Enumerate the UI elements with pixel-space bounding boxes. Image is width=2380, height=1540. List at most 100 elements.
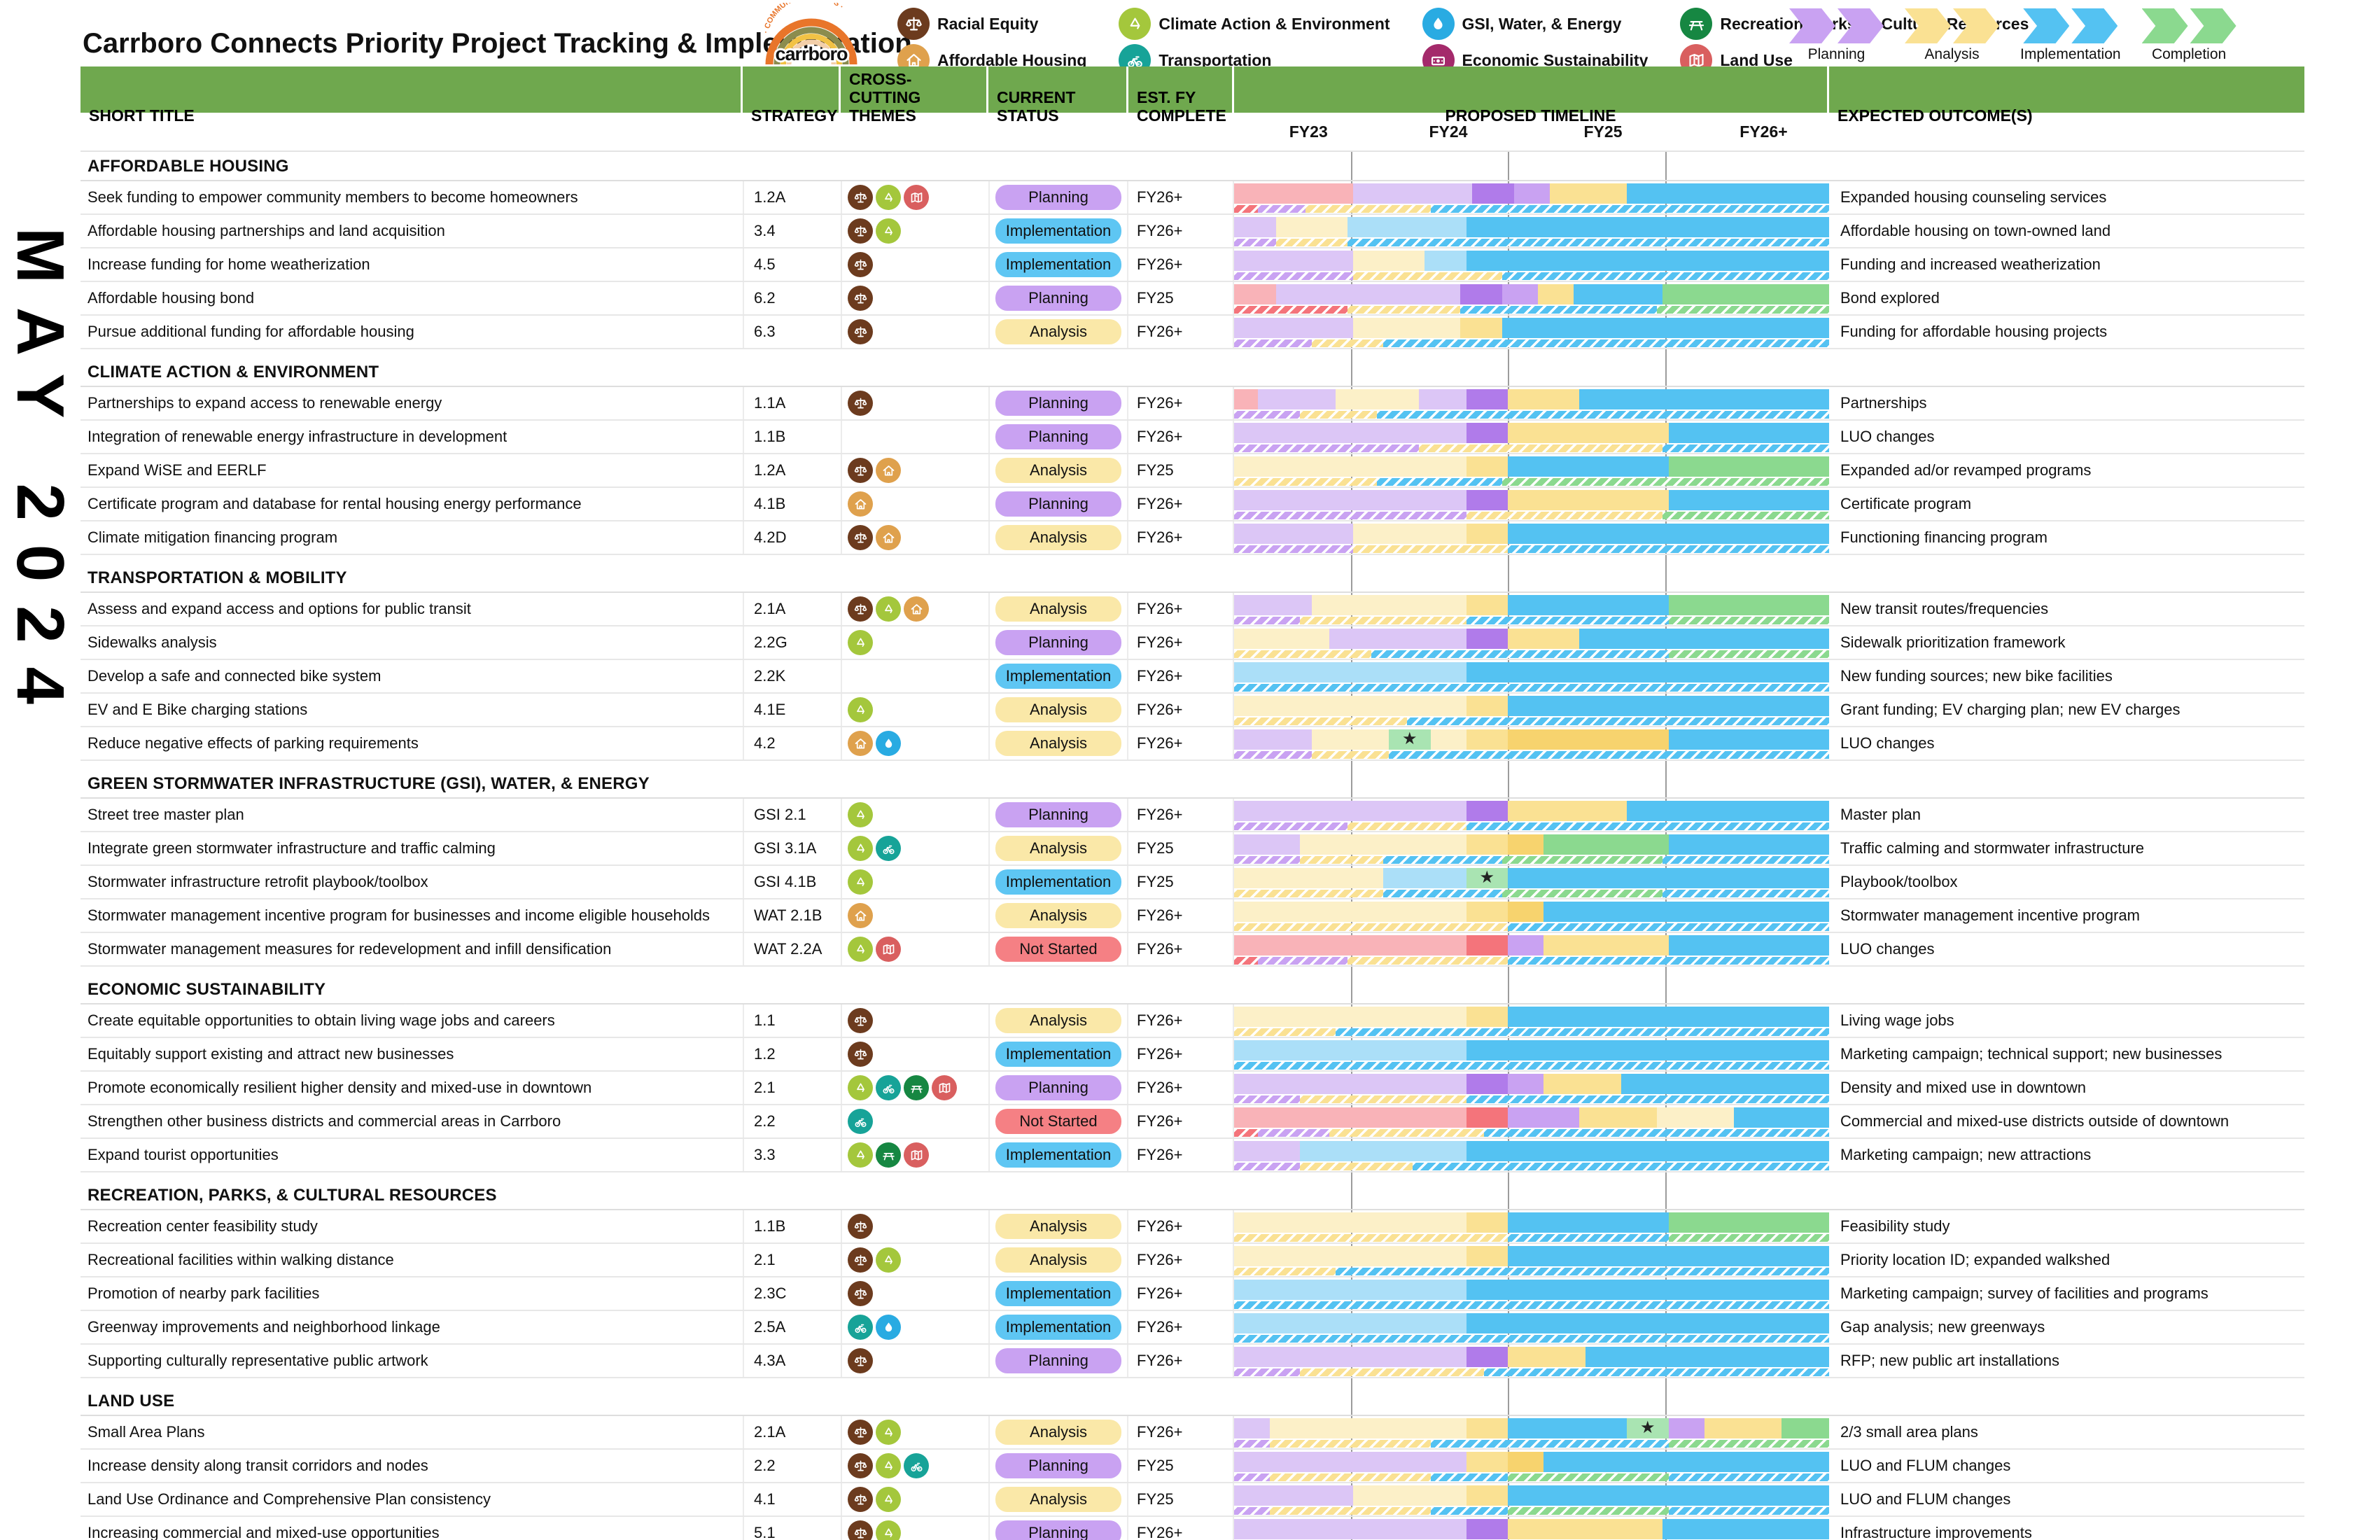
proposed-timeline-bar xyxy=(1234,284,1829,304)
table-row: Stormwater management measures for redev… xyxy=(80,933,2304,967)
timeline-segment xyxy=(1466,456,1508,477)
timeline-segment xyxy=(1275,217,1348,237)
phase-label: Implementation xyxy=(2020,46,2121,62)
status-cell: Planning xyxy=(988,488,1128,520)
status-badge: Analysis xyxy=(995,903,1121,928)
status-badge: Not Started xyxy=(995,1109,1121,1134)
timeline-segment xyxy=(1234,1418,1270,1438)
strategy-code: 2.1A xyxy=(743,1416,841,1448)
timeline-segment xyxy=(1270,1418,1466,1438)
status-badge: Analysis xyxy=(995,731,1121,756)
strategy-code: 1.1B xyxy=(743,421,841,453)
cross-cutting-themes xyxy=(841,1517,988,1540)
tracking-table: SHORT TITLE STRATEGY CROSS-CUTTING THEMES C… xyxy=(80,66,2304,1540)
expected-outcome: Priority location ID; expanded walkshed xyxy=(1840,1251,2110,1268)
progress-segment xyxy=(1299,856,1383,864)
section-spacer xyxy=(80,1378,2304,1387)
cross-cutting-themes xyxy=(841,316,988,348)
transportation-icon xyxy=(848,1315,873,1340)
progress-segment xyxy=(1668,617,1829,624)
gsi-water-icon xyxy=(1422,8,1455,40)
timeline-segment xyxy=(1668,490,1829,510)
racial-equity-icon xyxy=(848,319,873,344)
table-row: Sidewalks analysis 2.2G Planning FY26+ Sidew… xyxy=(80,626,2304,660)
status-cell: Implementation xyxy=(988,1278,1128,1310)
section-title: GREEN STORMWATER INFRASTRUCTURE (GSI), W… xyxy=(88,774,650,793)
project-title: Affordable housing partnerships and land… xyxy=(88,222,445,239)
progress-bar xyxy=(1234,272,1829,280)
timeline-segment xyxy=(1234,696,1466,716)
progress-segment xyxy=(1389,751,1829,759)
timeline-gantt xyxy=(1234,899,1829,932)
land-use-icon xyxy=(876,937,901,962)
strategy-code: 4.3A xyxy=(743,1345,841,1377)
timeline-segment xyxy=(1418,389,1466,410)
proposed-timeline-bar xyxy=(1234,834,1829,855)
status-cell: Analysis xyxy=(988,899,1128,932)
phase-arrow-icon xyxy=(1905,8,1999,43)
status-cell: Planning xyxy=(988,1072,1128,1104)
timeline-segment xyxy=(1234,1347,1466,1367)
progress-bar xyxy=(1234,1268,1829,1275)
timeline-segment xyxy=(1234,1280,1466,1300)
project-title: Small Area Plans xyxy=(88,1423,205,1441)
est-fy-complete: FY26+ xyxy=(1128,933,1234,965)
progress-segment xyxy=(1662,512,1829,519)
land-use-icon xyxy=(932,1075,957,1100)
timeline-segment xyxy=(1668,456,1829,477)
proposed-timeline-bar xyxy=(1234,251,1829,271)
climate-icon xyxy=(876,1520,901,1540)
strategy-code: 1.1 xyxy=(743,1004,841,1037)
strategy-code: 4.1B xyxy=(743,488,841,520)
cross-cutting-themes xyxy=(841,866,988,898)
project-title: Partnerships to expand access to renewab… xyxy=(88,394,442,412)
timeline-segment xyxy=(1353,183,1472,204)
project-title: Develop a safe and connected bike system xyxy=(88,667,382,685)
progress-segment xyxy=(1413,1163,1829,1170)
racial-equity-icon xyxy=(848,286,873,311)
timeline-segment xyxy=(1508,1107,1579,1128)
proposed-timeline-bar xyxy=(1234,595,1829,615)
timeline-gantt xyxy=(1234,454,1829,486)
milestone-star-icon: ★ xyxy=(1639,1418,1656,1437)
transportation-icon xyxy=(904,1453,929,1478)
racial-equity-icon xyxy=(848,525,873,550)
progress-bar xyxy=(1234,444,1829,452)
table-row: Recreation center feasibility study 1.1B A… xyxy=(80,1210,2304,1244)
project-title: Sidewalks analysis xyxy=(88,634,217,651)
project-title: Assess and expand access and options for… xyxy=(88,600,471,617)
cross-cutting-themes xyxy=(841,593,988,625)
strategy-code: 2.2 xyxy=(743,1450,841,1482)
legend-item-climate: Climate Action & Environment xyxy=(1119,8,1390,40)
timeline-segment xyxy=(1508,696,1829,716)
project-title: Stormwater management incentive program … xyxy=(88,906,710,924)
racial-equity-icon xyxy=(848,1453,873,1478)
table-row: Small Area Plans 2.1A Analysis FY26+ ★ 2/3 sm… xyxy=(80,1416,2304,1450)
timeline-segment xyxy=(1544,1074,1621,1094)
timeline-segment xyxy=(1466,251,1829,271)
progress-segment xyxy=(1299,617,1466,624)
expected-outcome: Commercial and mixed-use districts outsi… xyxy=(1840,1112,2230,1130)
proposed-timeline-bar xyxy=(1234,524,1829,544)
cross-cutting-themes xyxy=(841,1416,988,1448)
timeline-segment xyxy=(1335,389,1419,410)
table-row: Partnerships to expand access to renewab… xyxy=(80,387,2304,421)
status-badge: Analysis xyxy=(995,1487,1121,1512)
status-cell: Planning xyxy=(988,282,1128,314)
progress-segment xyxy=(1234,890,1383,897)
cross-cutting-themes xyxy=(841,522,988,554)
progress-segment xyxy=(1430,205,1829,213)
status-badge: Planning xyxy=(995,185,1121,210)
progress-segment xyxy=(1382,856,1502,864)
timeline-segment xyxy=(1466,524,1508,544)
progress-bar xyxy=(1234,1062,1829,1070)
progress-bar xyxy=(1234,822,1829,830)
column-header: CURRENT STATUS xyxy=(988,66,1128,131)
proposed-timeline-bar xyxy=(1234,1107,1829,1128)
progress-segment xyxy=(1484,1129,1829,1137)
status-badge: Analysis xyxy=(995,1247,1121,1273)
timeline-segment xyxy=(1508,1347,1586,1367)
timeline-segment xyxy=(1508,1519,1662,1539)
timeline-segment xyxy=(1502,284,1538,304)
project-title: Promote economically resilient higher de… xyxy=(88,1079,592,1096)
